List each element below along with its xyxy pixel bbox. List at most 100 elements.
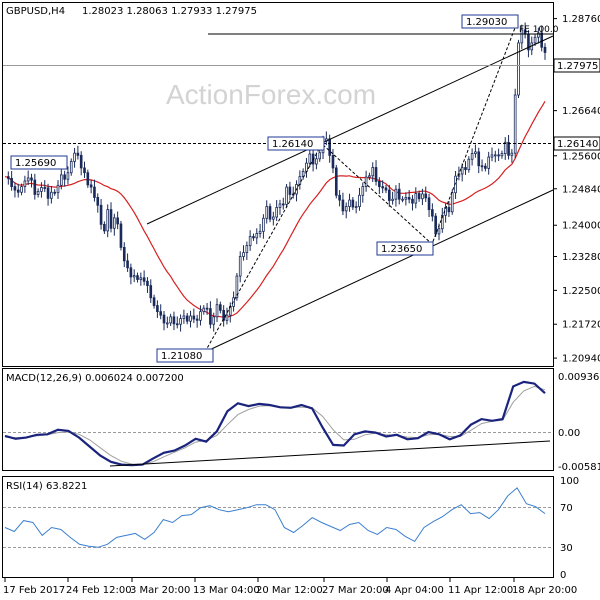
candle-body <box>252 236 255 239</box>
candle-body <box>265 206 269 219</box>
candle-body <box>431 209 434 217</box>
candle-body <box>397 188 401 200</box>
candle-body <box>23 180 27 188</box>
candle-body <box>89 184 93 188</box>
candle-body <box>99 204 103 225</box>
price-tick-label: 1.28760 <box>562 14 600 25</box>
candle-body <box>116 217 119 225</box>
candle-body <box>404 197 408 200</box>
candle-body <box>159 311 163 316</box>
candle-body <box>278 203 282 208</box>
time-tick-label: 11 Apr 12:00 <box>448 585 513 596</box>
candle-body <box>268 206 272 220</box>
macd-tick-zero: 0.00 <box>558 428 580 439</box>
candle-body <box>447 207 451 213</box>
candle-body <box>66 172 70 180</box>
candle-body <box>368 175 371 178</box>
candle-body <box>76 152 80 156</box>
price-tick-label: 1.21720 <box>562 320 600 331</box>
candle-body <box>146 280 149 286</box>
candle-body <box>440 214 444 230</box>
candle-body <box>16 189 20 193</box>
candle-body <box>103 223 106 232</box>
symbol-label: GBPUSD,H4 <box>6 6 65 17</box>
price-tick-label: 1.23280 <box>562 252 600 263</box>
candle-body <box>53 191 57 194</box>
candles <box>7 22 547 332</box>
abc-dashed <box>204 19 519 353</box>
candle-body <box>341 199 345 212</box>
price-tick-label: 1.24840 <box>562 184 600 195</box>
candle-body <box>192 315 196 320</box>
candle-body <box>500 153 504 157</box>
candle-body <box>344 206 348 212</box>
candle-body <box>152 297 156 306</box>
candle-body <box>255 233 259 239</box>
candle-body <box>202 307 206 313</box>
candle-body <box>437 228 441 235</box>
candle-body <box>427 197 431 211</box>
candle-body <box>543 46 547 53</box>
candle-body <box>378 180 381 188</box>
macd-trendline <box>109 440 551 467</box>
candle-body <box>348 199 351 207</box>
candle-body <box>358 194 361 207</box>
candle-body <box>122 246 126 262</box>
candle-body <box>63 174 66 180</box>
candle-body <box>328 138 331 156</box>
candle-body <box>96 197 100 206</box>
candle-body <box>450 192 454 213</box>
candle-body <box>109 209 113 229</box>
candle-body <box>374 167 378 182</box>
candle-body <box>20 186 23 193</box>
candle-body <box>275 207 278 218</box>
macd-main-line <box>4 380 546 467</box>
candle-body <box>50 191 53 199</box>
rsi-panel <box>2 476 554 578</box>
candle-body <box>411 198 414 204</box>
candle-body <box>520 29 524 44</box>
candle-body <box>40 187 43 192</box>
candle-body <box>387 189 391 201</box>
macd-title: MACD(12,26,9) 0.006024 0.007200 <box>6 373 184 384</box>
macd-panel <box>2 368 554 471</box>
candle-body <box>126 260 129 269</box>
candle-body <box>315 158 318 165</box>
candle-body <box>384 187 388 191</box>
candle-body <box>212 316 216 325</box>
candle-body <box>86 172 90 186</box>
candle-body <box>79 154 83 169</box>
candle-body <box>235 275 239 299</box>
macd-tick-bottom: -0.005819 <box>558 462 600 473</box>
trend-channel <box>146 19 554 353</box>
time-tick-label: 24 Feb 12:00 <box>66 585 132 596</box>
time-axis: 17 Feb 2017 24 Feb 12:003 Mar 20:00 13 Mar… <box>3 578 577 596</box>
annotation-261: 1.26140 <box>267 136 325 151</box>
candle-body <box>493 154 497 157</box>
candle-body <box>162 314 166 324</box>
candle-body <box>318 152 322 160</box>
macd-lines <box>4 380 546 467</box>
candle-body <box>351 199 355 208</box>
annotation-236: 1.23650 <box>376 241 434 256</box>
candle-body <box>334 167 338 196</box>
channel-upper <box>146 35 554 225</box>
candle-body <box>106 209 110 232</box>
candle-body <box>474 151 477 155</box>
rsi-tick-70: 70 <box>560 503 573 514</box>
candle-body <box>30 177 33 181</box>
candle-body <box>434 215 437 235</box>
candle-body <box>407 197 411 200</box>
candle-body <box>331 154 335 169</box>
candle-body <box>480 165 484 168</box>
candle-body <box>136 275 139 280</box>
candle-body <box>209 308 212 325</box>
annotation-256: 1.25690 <box>10 155 68 170</box>
candle-body <box>172 316 176 325</box>
candle-body <box>238 256 242 277</box>
candle-body <box>381 186 384 189</box>
annotation-210: 1.21080 <box>156 348 214 363</box>
candle-body <box>414 193 418 204</box>
candle-body <box>394 188 398 200</box>
candle-body <box>222 309 225 321</box>
